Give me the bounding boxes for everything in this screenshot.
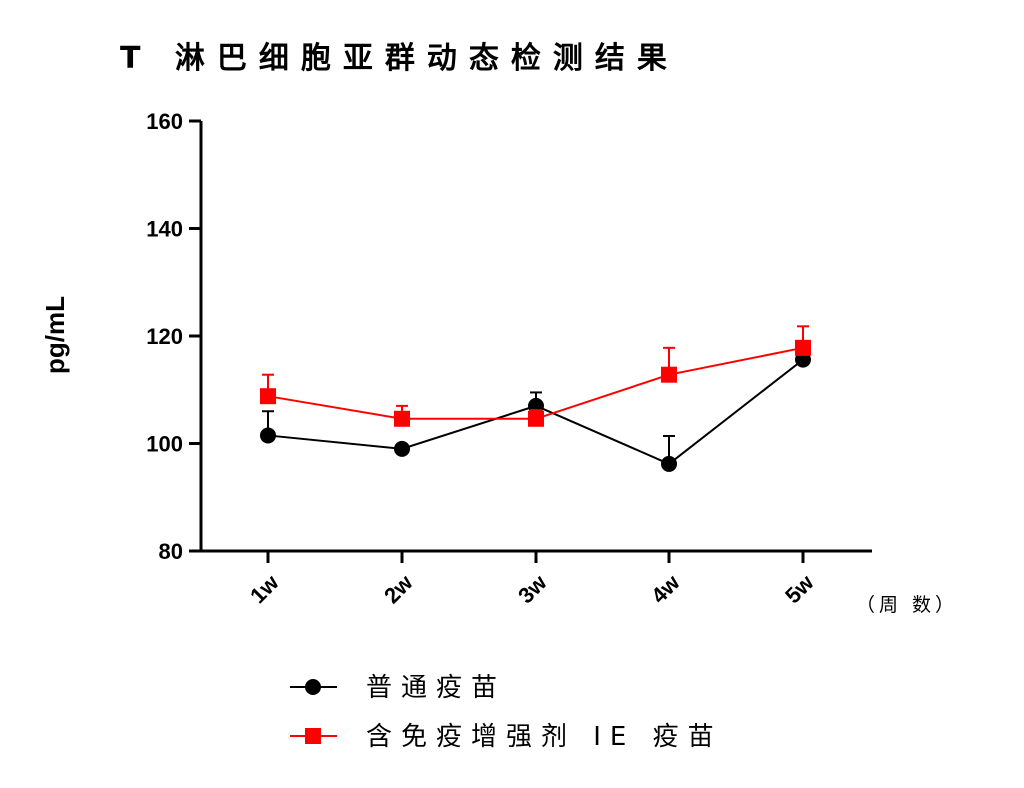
y-tick-label: 160 bbox=[146, 109, 183, 134]
y-tick-label: 120 bbox=[146, 324, 183, 349]
data-point bbox=[661, 455, 677, 472]
series-layer bbox=[260, 325, 811, 472]
y-tick-label: 80 bbox=[159, 539, 183, 564]
data-point bbox=[528, 410, 544, 427]
legend-item: 含免疫增强剂 IE 疫苗 bbox=[290, 722, 723, 752]
legend-marker bbox=[305, 728, 321, 744]
data-point bbox=[795, 339, 811, 356]
axes: 80 100 120 140 160 1w 2w 3w 4w 5w bbox=[146, 109, 872, 608]
x-tick-label: 1w bbox=[245, 569, 284, 608]
data-point bbox=[394, 440, 410, 457]
legend-item: 普通疫苗 bbox=[290, 673, 506, 703]
series-2 bbox=[260, 325, 811, 427]
x-axis-unit-label: （周 数） bbox=[856, 594, 958, 616]
chart-title: T 淋巴细胞亚群动态检测结果 bbox=[120, 41, 679, 76]
y-axis-label: pg/mL bbox=[40, 296, 70, 374]
legend-label: 普通疫苗 bbox=[366, 673, 506, 703]
legend-marker bbox=[305, 679, 321, 695]
x-tick-label: 3w bbox=[513, 569, 552, 608]
y-tick-label: 140 bbox=[146, 217, 183, 242]
data-point bbox=[394, 410, 410, 427]
x-tick-label: 4w bbox=[646, 569, 685, 608]
legend-label: 含免疫增强剂 IE 疫苗 bbox=[366, 722, 723, 752]
data-point bbox=[260, 427, 276, 444]
x-tick-label: 2w bbox=[379, 569, 418, 608]
y-tick-label: 100 bbox=[146, 432, 183, 457]
x-tick-label: 5w bbox=[780, 569, 819, 608]
data-point bbox=[260, 388, 276, 405]
data-point bbox=[661, 366, 677, 383]
